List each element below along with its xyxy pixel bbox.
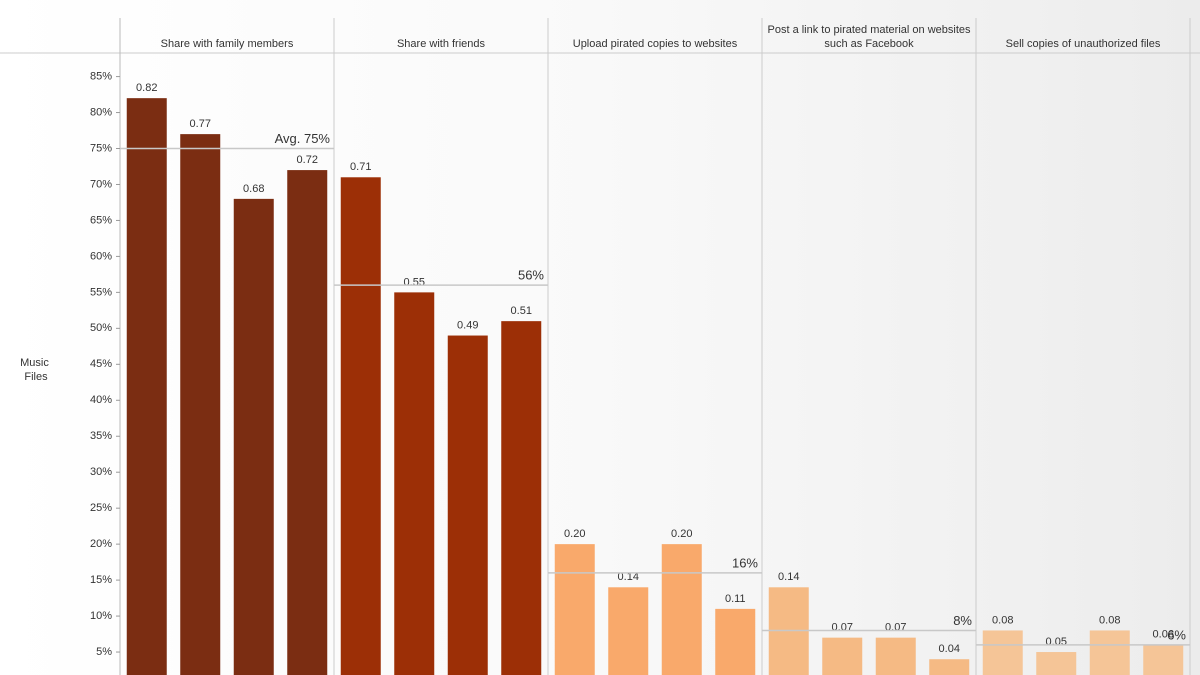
panel-title: Post a link to pirated material on websi… xyxy=(767,24,971,50)
bar xyxy=(501,321,542,675)
bar xyxy=(875,637,916,675)
value-label: 0.06 xyxy=(1153,629,1174,641)
bar xyxy=(1089,630,1130,675)
value-label: 0.07 xyxy=(832,622,853,634)
y-tick-label: 25% xyxy=(90,502,112,514)
value-label: 0.14 xyxy=(778,571,799,583)
y-tick-label: 5% xyxy=(96,646,112,658)
panel-header: Share with friends xyxy=(396,38,486,50)
y-tick-label: 35% xyxy=(90,430,112,442)
value-label: 0.51 xyxy=(511,305,532,317)
y-tick-label: 80% xyxy=(90,106,112,118)
bar xyxy=(661,544,702,675)
bar xyxy=(554,544,595,675)
y-tick-label: 45% xyxy=(90,358,112,370)
value-label: 0.82 xyxy=(136,82,157,94)
panel-title: Share with family members xyxy=(160,38,294,50)
bar xyxy=(982,630,1023,675)
bar xyxy=(715,608,756,675)
bar xyxy=(180,134,221,675)
bar xyxy=(126,98,167,675)
y-tick-label: 75% xyxy=(90,142,112,154)
value-label: 0.68 xyxy=(243,183,264,195)
bar xyxy=(287,170,328,675)
value-label: 0.05 xyxy=(1046,636,1067,648)
bar xyxy=(394,292,435,675)
value-label: 0.72 xyxy=(297,154,318,166)
value-label: 0.20 xyxy=(564,528,585,540)
bar xyxy=(608,587,649,675)
bar xyxy=(340,177,381,675)
y-tick-label: 60% xyxy=(90,250,112,262)
value-label: 0.08 xyxy=(992,614,1013,626)
y-tick-label: 10% xyxy=(90,610,112,622)
y-tick-label: 15% xyxy=(90,574,112,586)
bar xyxy=(929,659,970,675)
y-tick-label: 85% xyxy=(90,70,112,82)
panel-header: Sell copies of unauthorized files xyxy=(1005,38,1161,50)
y-tick-label: 55% xyxy=(90,286,112,298)
value-label: 0.08 xyxy=(1099,614,1120,626)
y-tick-label: 40% xyxy=(90,394,112,406)
value-label: 0.14 xyxy=(618,571,639,583)
value-label: 0.11 xyxy=(725,593,746,605)
average-label: 8% xyxy=(953,613,972,628)
average-label: 56% xyxy=(518,268,544,283)
panel-title: Share with friends xyxy=(396,38,486,50)
bar xyxy=(822,637,863,675)
value-label: 0.49 xyxy=(457,319,478,331)
bar xyxy=(447,335,488,675)
average-label: Avg. 75% xyxy=(275,131,331,146)
y-tick-label: 30% xyxy=(90,466,112,478)
value-label: 0.04 xyxy=(939,643,960,655)
value-label: 0.07 xyxy=(885,622,906,634)
bar xyxy=(233,198,274,675)
bar xyxy=(1143,644,1184,675)
bar xyxy=(1036,652,1077,675)
y-tick-label: 70% xyxy=(90,178,112,190)
panel-title: Sell copies of unauthorized files xyxy=(1005,38,1161,50)
y-tick-label: 50% xyxy=(90,322,112,334)
average-label: 16% xyxy=(732,555,758,570)
value-label: 0.55 xyxy=(404,276,425,288)
panel-title: Upload pirated copies to websites xyxy=(572,38,738,50)
y-tick-label: 65% xyxy=(90,214,112,226)
panel-header: Post a link to pirated material on websi… xyxy=(767,24,971,50)
value-label: 0.77 xyxy=(190,118,211,130)
value-label: 0.71 xyxy=(350,161,371,173)
y-tick-label: 20% xyxy=(90,538,112,550)
average-label: 6% xyxy=(1167,627,1186,642)
panel-header: Upload pirated copies to websites xyxy=(572,38,738,50)
value-label: 0.20 xyxy=(671,528,692,540)
y-axis-label: Music Files xyxy=(20,357,52,383)
panel-header: Share with family members xyxy=(160,38,294,50)
